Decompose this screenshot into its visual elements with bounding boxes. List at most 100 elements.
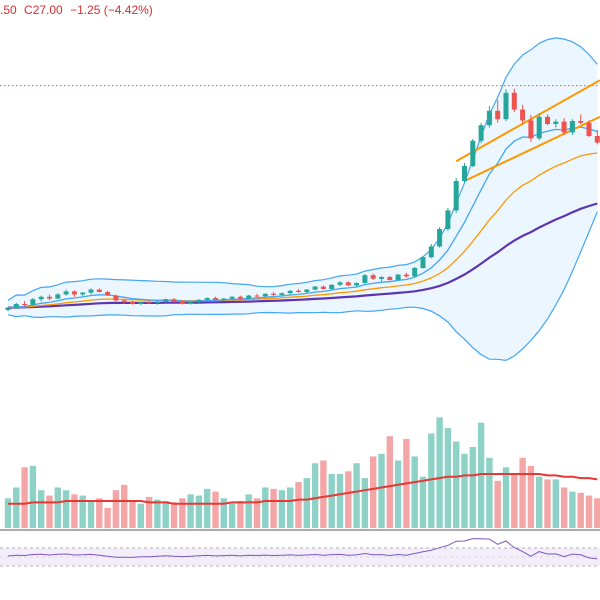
candle-body <box>403 274 409 277</box>
candle-body <box>204 298 210 300</box>
candle-body <box>88 289 94 293</box>
candle-body <box>503 92 509 120</box>
candle-body <box>569 121 575 133</box>
candle-body <box>71 291 77 295</box>
candle-body <box>287 290 293 294</box>
volume-bar <box>228 503 236 528</box>
candle-body <box>536 116 542 139</box>
volume-bar <box>511 474 518 528</box>
volume-bar <box>54 487 61 528</box>
volume-bar <box>112 490 120 528</box>
volume-bar <box>295 482 302 528</box>
volume-bar <box>104 507 111 529</box>
volume-bar <box>386 436 393 528</box>
candle-body <box>304 289 310 292</box>
candle-body <box>55 294 61 299</box>
volume-bar <box>46 495 53 528</box>
volume-bar <box>154 499 161 528</box>
candle-body <box>586 122 592 136</box>
candle-body <box>354 283 360 286</box>
volume-bar <box>569 491 576 529</box>
candle-body <box>387 277 393 280</box>
candle-body <box>312 286 318 290</box>
candle-body <box>246 295 252 299</box>
candle-body <box>370 275 376 279</box>
volume-bar <box>220 498 227 528</box>
volume-bar <box>585 495 593 528</box>
volume-bar <box>428 433 435 528</box>
volume-bar <box>170 502 178 529</box>
volume-bar <box>71 494 78 529</box>
candle-body <box>486 110 492 126</box>
candle-body <box>412 268 418 277</box>
candle-body <box>146 302 152 304</box>
volume-bar <box>137 503 144 528</box>
volume-bar <box>370 456 377 528</box>
candle-body <box>561 121 567 133</box>
volume-bar <box>594 498 600 528</box>
candle-body <box>594 136 600 143</box>
volume-bar <box>411 456 418 528</box>
candle-body <box>337 282 343 285</box>
volume-ma-line <box>8 473 598 505</box>
volume-bar <box>121 484 128 528</box>
volume-bar <box>4 498 12 528</box>
candle-body <box>254 295 260 297</box>
bollinger-lower-line <box>7 211 598 362</box>
ma-mid-line <box>7 152 598 309</box>
bollinger-upper-line <box>7 37 598 301</box>
change-value: −1.25 (−4.42%) <box>70 3 153 17</box>
candle-body <box>121 300 127 303</box>
volume-bar <box>204 488 211 529</box>
candle-body <box>196 299 202 303</box>
candle-body <box>38 296 44 300</box>
volume-bar <box>328 474 335 528</box>
candle-body <box>379 277 384 279</box>
volume-bar <box>477 422 485 528</box>
volume-bar <box>62 490 70 528</box>
volume-bar <box>237 501 244 528</box>
volume-bar <box>21 467 28 529</box>
candle-body <box>138 302 144 304</box>
candle-body <box>221 298 227 300</box>
volume-bar <box>502 467 510 529</box>
trendline-lower <box>464 115 600 182</box>
candle-body <box>262 293 268 297</box>
volume-bar <box>544 479 551 528</box>
candle-body <box>213 298 218 300</box>
volume-bar <box>270 488 277 529</box>
candle-body <box>462 166 467 181</box>
volume-bar <box>394 460 402 528</box>
volume-bar <box>278 490 286 528</box>
candle-body <box>478 125 484 141</box>
volume-bar <box>527 465 535 528</box>
volume-bar <box>253 498 261 528</box>
volume-bar <box>262 487 269 528</box>
candle-body <box>453 181 459 211</box>
candle-body <box>362 275 368 283</box>
volume-bar <box>453 441 460 528</box>
volume-bar <box>494 480 501 529</box>
candle-body <box>163 299 169 302</box>
candle-body <box>578 121 584 123</box>
ma-slow-line <box>7 202 598 309</box>
candle-body <box>113 295 119 301</box>
volume-bar <box>195 495 203 528</box>
volume-bar <box>187 494 194 529</box>
volume-bar <box>96 498 103 528</box>
volume-bar <box>311 463 319 528</box>
candle-body <box>320 286 326 289</box>
candle-body <box>420 257 426 268</box>
volume-bar <box>436 417 443 528</box>
volume-bar <box>577 492 584 528</box>
candle-body <box>237 296 243 299</box>
volume-bar <box>303 478 310 529</box>
volume-bar <box>419 476 427 528</box>
candle-body <box>179 301 185 304</box>
volume-bar <box>320 460 327 528</box>
volume-bar <box>486 457 493 528</box>
candle-body <box>553 121 559 124</box>
volume-bar <box>336 474 344 528</box>
candle-body <box>80 292 86 295</box>
